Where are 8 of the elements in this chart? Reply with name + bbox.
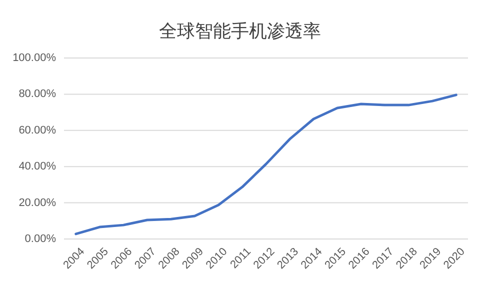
line-series (74, 94, 458, 236)
y-tick-label: 100.00% (12, 52, 56, 64)
y-tick-label: 40.00% (18, 160, 56, 173)
y-tick-label: 0.00% (24, 233, 56, 245)
y-tick-label: 80.00% (18, 88, 56, 100)
y-tick-label: 20.00% (18, 196, 56, 209)
chart-title: 全球智能手机渗透率 (159, 21, 321, 41)
y-tick-label: 60.00% (18, 124, 56, 136)
